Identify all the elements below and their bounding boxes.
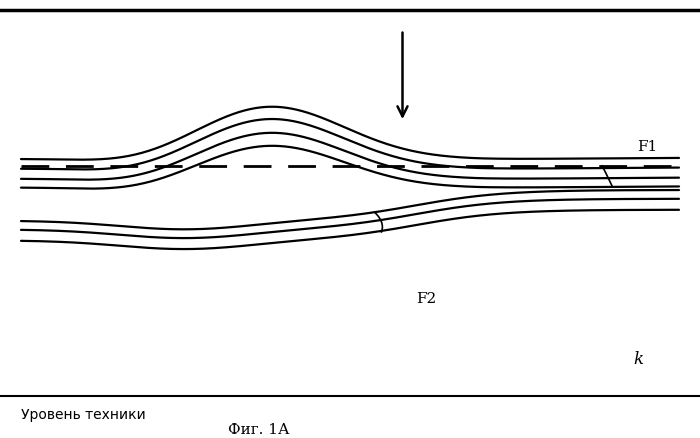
Text: F2: F2 [416, 291, 437, 305]
Text: Уровень техники: Уровень техники [21, 407, 146, 421]
Text: Фиг. 1А: Фиг. 1А [228, 422, 290, 436]
Text: F1: F1 [637, 140, 657, 154]
Text: k: k [634, 351, 643, 367]
